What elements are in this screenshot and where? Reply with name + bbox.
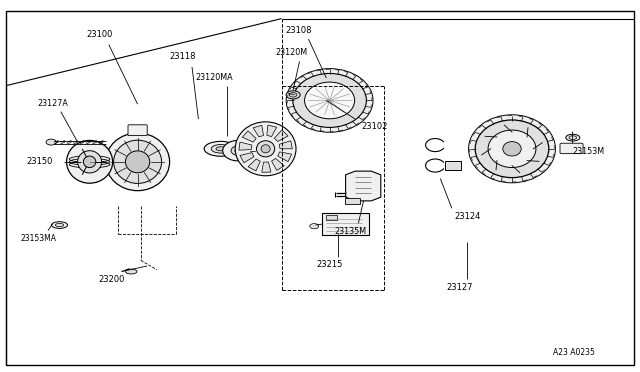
Text: A23 A0235: A23 A0235 — [554, 348, 595, 357]
Ellipse shape — [231, 146, 245, 155]
Ellipse shape — [569, 136, 577, 140]
Ellipse shape — [566, 134, 580, 141]
Circle shape — [310, 224, 319, 229]
Ellipse shape — [286, 68, 373, 132]
Polygon shape — [262, 162, 271, 172]
Text: 23120M: 23120M — [275, 48, 307, 57]
Ellipse shape — [293, 74, 367, 128]
Ellipse shape — [46, 139, 56, 145]
Text: 23127: 23127 — [446, 283, 473, 292]
Text: 23135M: 23135M — [335, 227, 367, 236]
Ellipse shape — [125, 151, 150, 173]
Ellipse shape — [51, 222, 68, 228]
Ellipse shape — [114, 140, 161, 183]
Text: 23108: 23108 — [285, 26, 312, 35]
Polygon shape — [346, 171, 381, 201]
Ellipse shape — [235, 122, 296, 176]
Polygon shape — [275, 130, 288, 141]
Ellipse shape — [289, 93, 297, 97]
Text: 23127A: 23127A — [37, 99, 68, 108]
Text: 23124: 23124 — [454, 212, 481, 221]
Ellipse shape — [67, 141, 113, 183]
Ellipse shape — [286, 91, 300, 99]
Polygon shape — [240, 153, 254, 163]
Text: 23102: 23102 — [362, 122, 388, 131]
Text: 23120MA: 23120MA — [196, 73, 233, 82]
Ellipse shape — [56, 223, 63, 227]
Text: 23100: 23100 — [86, 30, 113, 39]
Ellipse shape — [77, 151, 102, 173]
Text: 23153MA: 23153MA — [20, 234, 56, 243]
Ellipse shape — [305, 82, 355, 119]
Polygon shape — [253, 125, 264, 137]
FancyBboxPatch shape — [345, 198, 360, 204]
Text: 23153M: 23153M — [573, 147, 605, 156]
Polygon shape — [279, 141, 292, 149]
Polygon shape — [248, 159, 260, 171]
FancyBboxPatch shape — [322, 213, 369, 235]
Polygon shape — [239, 142, 252, 150]
Ellipse shape — [261, 145, 270, 153]
Text: 23150: 23150 — [26, 157, 52, 166]
Ellipse shape — [211, 145, 230, 153]
Text: 23118: 23118 — [169, 52, 196, 61]
Polygon shape — [271, 158, 284, 170]
Ellipse shape — [475, 120, 548, 178]
Ellipse shape — [106, 133, 170, 191]
Polygon shape — [243, 131, 256, 142]
FancyBboxPatch shape — [560, 143, 583, 154]
Ellipse shape — [83, 156, 96, 168]
Ellipse shape — [216, 147, 226, 151]
Text: 23215: 23215 — [316, 260, 343, 269]
Ellipse shape — [468, 115, 556, 183]
Ellipse shape — [223, 141, 253, 161]
FancyBboxPatch shape — [326, 215, 337, 220]
Ellipse shape — [125, 269, 137, 274]
Ellipse shape — [503, 142, 521, 156]
FancyBboxPatch shape — [445, 161, 461, 170]
Text: 23200: 23200 — [99, 275, 125, 284]
Polygon shape — [267, 125, 276, 137]
Ellipse shape — [235, 149, 241, 153]
Ellipse shape — [488, 130, 536, 167]
Ellipse shape — [204, 141, 237, 156]
Ellipse shape — [257, 141, 275, 157]
FancyBboxPatch shape — [128, 125, 147, 136]
Polygon shape — [278, 152, 292, 161]
